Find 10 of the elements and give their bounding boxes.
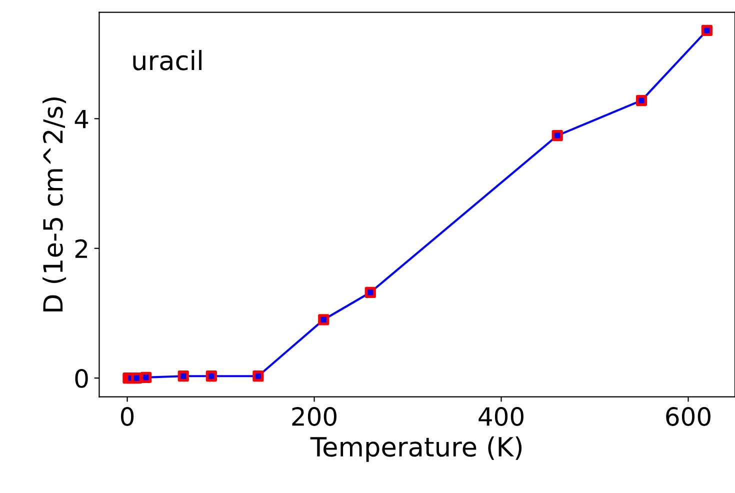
- x-tick-label: 600: [666, 407, 710, 426]
- y-tick-label: 2: [75, 239, 87, 258]
- y-tick-label: 4: [74, 110, 88, 128]
- y-tick-label: 0: [75, 369, 88, 388]
- x-tick-label: 0: [120, 407, 134, 426]
- annotation: uracil: [133, 50, 202, 70]
- y-axis-title: D (1e-5 cm^2/s): [42, 97, 66, 312]
- x-tick-label: 400: [478, 407, 524, 426]
- x-axis-title: Temperature (K): [310, 436, 522, 462]
- x-tick-label: 200: [292, 407, 336, 426]
